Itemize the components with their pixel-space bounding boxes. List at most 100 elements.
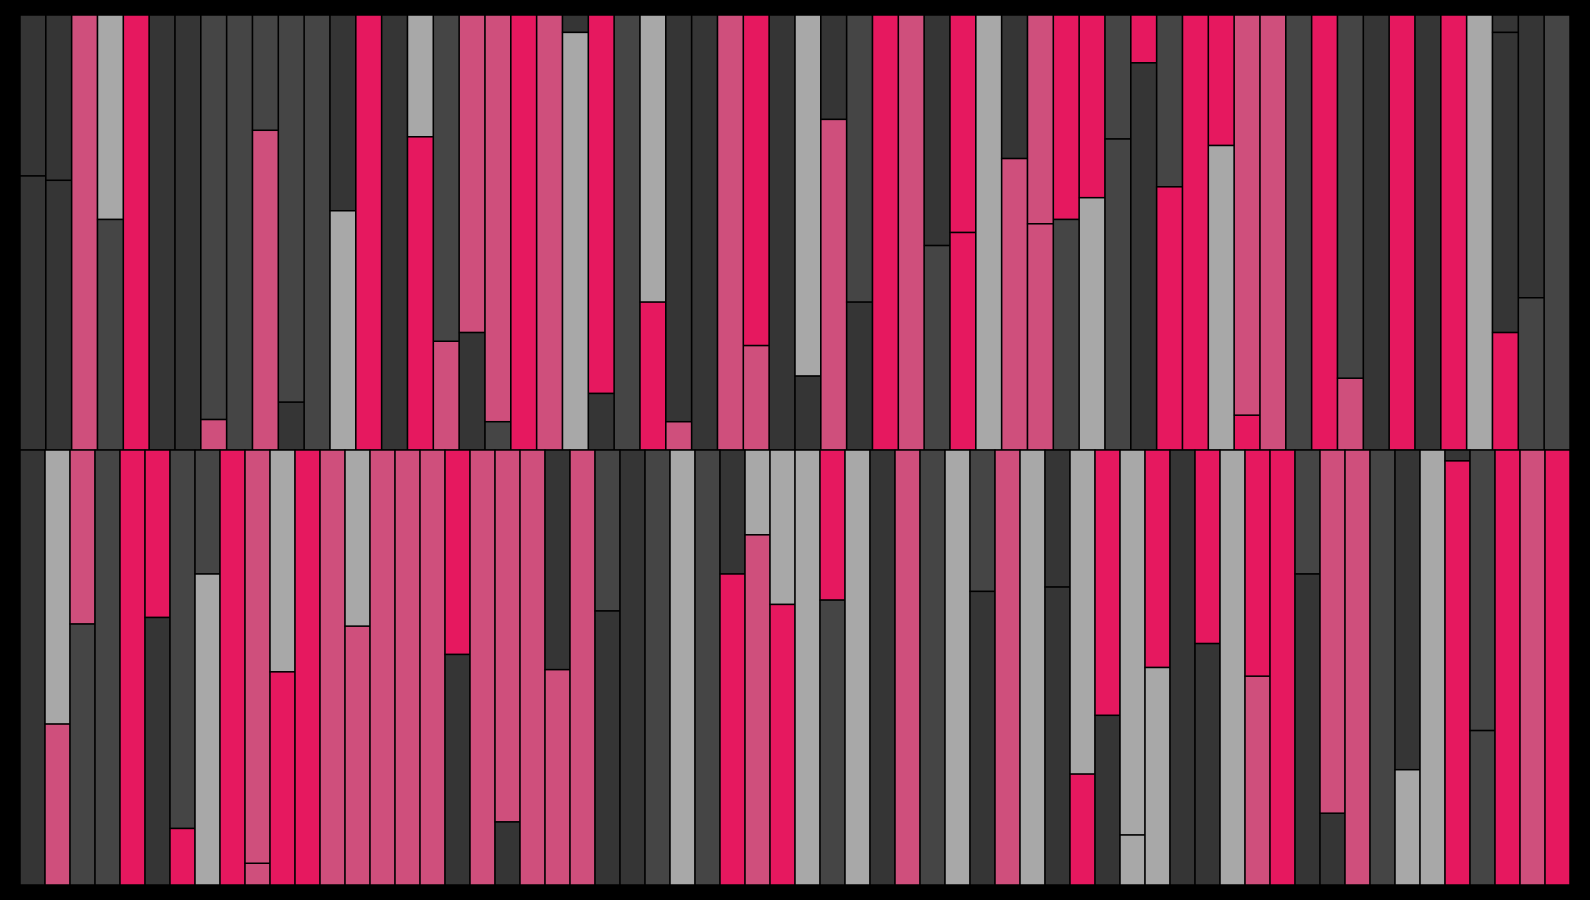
stripe-segment (1026, 223, 1055, 451)
stripe-segment (294, 449, 321, 886)
stripe-segment (716, 14, 745, 451)
stripe-segment (369, 449, 396, 886)
stripe-segment (1000, 157, 1029, 451)
stripe-segment (1394, 449, 1421, 771)
stripe-segment (1469, 729, 1496, 886)
stripe-segment (1259, 14, 1287, 451)
stripe-segment (613, 14, 641, 451)
stripe-segment (1207, 14, 1235, 147)
stripe-segment (1414, 14, 1442, 451)
stripe-segment (1069, 773, 1096, 886)
stripe-segment (1319, 449, 1346, 814)
stripe-segment (1388, 14, 1416, 451)
stripe-segment (869, 449, 896, 886)
stripe-segment (1094, 714, 1121, 886)
stripe-segment (1294, 449, 1321, 575)
stripe-segment (1207, 144, 1235, 451)
stripe-segment (1244, 675, 1271, 886)
stripe-segment (969, 449, 996, 593)
stripe-segment (1543, 14, 1571, 451)
stripe-segment (845, 14, 874, 303)
stripe-segment (1052, 14, 1080, 221)
stripe-segment (1104, 14, 1132, 140)
stripe-segment (587, 392, 615, 451)
stripe-segment (277, 401, 305, 451)
stripe-segment (174, 14, 202, 451)
stripe-segment (200, 14, 228, 421)
stripe-segment (44, 723, 71, 886)
stripe-segment (1181, 14, 1210, 451)
stripe-segment (458, 14, 486, 334)
stripe-segment (432, 340, 460, 451)
stripe-segment (1519, 449, 1546, 886)
stripe-segment (665, 14, 693, 423)
stripe-segment (144, 616, 171, 886)
stripe-segment (742, 344, 770, 451)
stripe-segment (344, 449, 371, 627)
stripe-segment (794, 375, 822, 451)
stripe-segment (69, 623, 96, 886)
stripe-segment (1244, 449, 1271, 677)
stripe-segment (1194, 642, 1221, 886)
stripe-segment (919, 449, 946, 886)
stripe-segment (144, 449, 171, 619)
stripe-segment (819, 599, 846, 886)
stripe-segment (1465, 14, 1494, 451)
stripe-segment (1517, 297, 1545, 451)
stripe-segment (845, 301, 874, 451)
stripe-segment (69, 449, 96, 625)
stripe-segment (1026, 14, 1055, 225)
stripe-segment (406, 136, 435, 451)
bottom-panel (19, 449, 1571, 886)
stripe-segment (1336, 14, 1365, 379)
stripe-segment (1155, 186, 1184, 451)
stripe-segment (355, 14, 383, 451)
stripe-segment (1104, 138, 1132, 451)
stripe-segment (544, 668, 571, 886)
stripe-segment (70, 14, 99, 451)
stripe-segment (690, 14, 719, 451)
stripe-segment (194, 449, 221, 575)
stripe-segment (148, 14, 176, 451)
stripe-segment (569, 449, 596, 886)
stripe-segment (119, 449, 146, 886)
stripe-segment (1130, 14, 1158, 64)
stripe-segment (742, 14, 770, 347)
stripe-segment (561, 14, 590, 34)
stripe-segment (269, 671, 296, 886)
stripe-segment (394, 449, 421, 886)
stripe-segment (219, 449, 246, 886)
stripe-segment (669, 449, 696, 886)
stripe-segment (844, 449, 871, 886)
stripe-segment (1233, 14, 1261, 416)
stripe-segment (329, 14, 357, 212)
stripe-segment (444, 653, 471, 886)
stripe-segment (1491, 14, 1520, 34)
stripe-segment (519, 449, 546, 886)
stripe-segment (44, 449, 71, 725)
stripe-segment (871, 14, 900, 451)
stripe-segment (1310, 14, 1339, 451)
stripe-segment (769, 449, 796, 606)
stripe-segment (444, 449, 471, 656)
stripe-segment (319, 449, 346, 886)
stripe-segment (169, 827, 196, 886)
stripe-segment (1419, 449, 1446, 886)
stripe-segment (1219, 449, 1246, 886)
stripe-segment (1194, 449, 1221, 645)
stripe-segment (122, 14, 150, 451)
stripe-segment (19, 175, 47, 451)
stripe-segment (1044, 586, 1071, 886)
stripe-segment (244, 449, 271, 864)
stripe-segment (768, 14, 796, 451)
stripe-segment (594, 449, 621, 612)
stripe-segment (744, 449, 771, 536)
stripe-segment (665, 420, 693, 451)
stripe-segment (432, 14, 460, 342)
stripe-segment (794, 449, 821, 886)
stripe-segment (1078, 14, 1106, 199)
stripe-segment (329, 210, 357, 451)
stripe-segment (484, 14, 512, 423)
stripe-segment (494, 821, 521, 886)
